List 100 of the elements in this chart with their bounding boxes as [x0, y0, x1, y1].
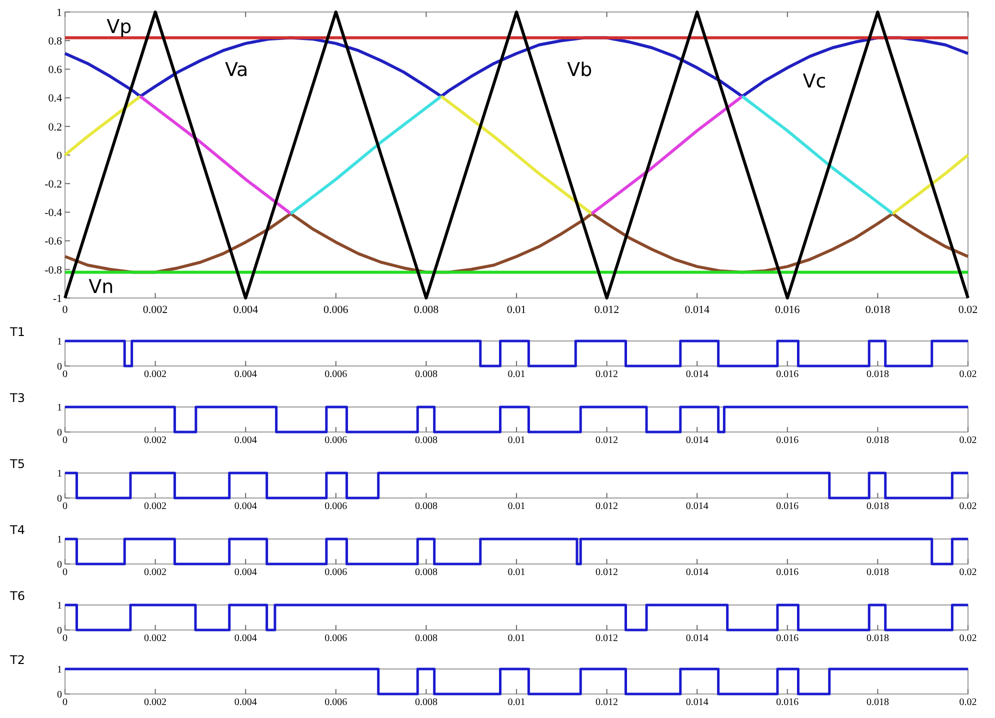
x-tick-label: 0.012: [596, 435, 618, 446]
x-tick-label: 0.004: [234, 633, 257, 644]
x-tick-label: 0.004: [234, 369, 257, 380]
x-tick-label: 0.02: [959, 435, 977, 446]
x-tick-label: 0.01: [506, 304, 526, 316]
x-tick-label: 0.008: [414, 633, 438, 644]
annotation: Va: [224, 58, 248, 81]
line-series: [590, 94, 744, 216]
x-tick-label: 0.01: [508, 501, 526, 512]
annotation: Vn: [88, 276, 114, 298]
x-tick-label: 0.018: [866, 697, 889, 708]
x-tick-label: 0.006: [324, 567, 348, 578]
x-tick-label: 0.01: [508, 435, 526, 446]
x-tick-label: 0.002: [144, 633, 167, 644]
chart-title: T4: [9, 523, 25, 537]
y-tick-label: -0.8: [44, 264, 62, 276]
x-tick-label: 0.004: [233, 304, 258, 316]
x-tick-label: 0.006: [324, 697, 348, 708]
x-tick-label: 0.012: [596, 369, 618, 380]
x-tick-label: 0.01: [508, 633, 526, 644]
line-series: [64, 94, 142, 156]
y-tick-label: 0.2: [48, 121, 62, 134]
x-tick-label: 0.014: [686, 633, 708, 644]
y-tick-label: -1: [52, 292, 62, 305]
y-tick-label: 1: [57, 468, 62, 480]
x-tick-label: 0.006: [324, 633, 348, 644]
x-tick-label: 0.006: [324, 435, 348, 446]
x-tick-label: 0.018: [866, 633, 889, 644]
x-tick-label: 0.01: [508, 369, 526, 380]
y-tick-label: -0.2: [44, 178, 62, 190]
x-tick-label: 0.002: [144, 369, 167, 380]
x-tick-label: 0.016: [776, 633, 799, 644]
y-tick-label: 0.4: [48, 92, 62, 105]
x-tick-label: 0.018: [866, 369, 889, 380]
x-tick-label: 0.012: [596, 697, 618, 708]
chart-title: T6: [9, 589, 25, 603]
x-tick-label: 0.002: [144, 501, 167, 512]
y-tick-label: 0.8: [48, 35, 62, 48]
y-tick-label: -0.6: [44, 236, 62, 248]
x-tick-label: 0.018: [865, 304, 891, 316]
chart-title: T5: [9, 457, 25, 471]
x-tick-label: 0.002: [144, 567, 167, 578]
chart-title: T1: [9, 325, 25, 339]
x-tick-label: 0.008: [414, 697, 438, 708]
y-tick-label: 0: [57, 560, 62, 570]
x-tick-label: 0.016: [776, 567, 799, 578]
y-tick-label: 1: [56, 6, 62, 19]
line-series: [740, 94, 894, 216]
x-tick-label: 0.02: [959, 697, 977, 708]
x-tick-label: 0.02: [959, 501, 977, 512]
x-tick-label: 0.004: [234, 697, 257, 708]
y-tick-label: 0: [56, 150, 62, 162]
x-tick-label: 0.014: [686, 369, 708, 380]
x-tick-label: 0.012: [594, 304, 620, 316]
y-tick-label: 1: [57, 600, 62, 612]
y-tick-label: 0: [57, 690, 62, 700]
x-tick-label: 0.014: [686, 435, 708, 446]
line-series: [440, 94, 594, 216]
y-tick-label: 0: [57, 626, 62, 636]
x-tick-label: 0.006: [324, 304, 349, 316]
x-tick-label: 0.006: [324, 369, 348, 380]
y-tick-label: 0.6: [48, 64, 62, 76]
x-tick-label: 0.016: [776, 435, 799, 446]
x-tick-label: 0.016: [776, 369, 799, 380]
x-tick-label: 0.02: [959, 567, 977, 578]
line-series: [891, 154, 970, 216]
chart-title: T3: [9, 391, 25, 405]
annotation: Vc: [802, 70, 826, 92]
x-tick-label: 0.016: [776, 501, 799, 512]
x-tick-label: 0.008: [414, 435, 438, 446]
chart-title: T2: [9, 653, 25, 667]
y-tick-label: 1: [57, 534, 62, 546]
y-tick-label: 0: [57, 362, 62, 372]
x-tick-label: 0.008: [414, 567, 438, 578]
annotation: Vp: [106, 16, 132, 38]
line-series: [138, 94, 292, 216]
x-tick-label: 0.004: [234, 567, 257, 578]
x-tick-label: 0.02: [959, 369, 977, 380]
x-tick-label: 0.012: [596, 567, 618, 578]
x-tick-label: 0.01: [508, 567, 526, 578]
y-tick-label: 1: [57, 402, 62, 414]
annotation: Vb: [567, 58, 592, 81]
y-tick-label: 0: [57, 494, 62, 504]
x-tick-label: 0.018: [866, 435, 889, 446]
x-tick-label: 0.014: [686, 567, 708, 578]
y-tick-label: 1: [57, 336, 62, 348]
x-tick-label: 0.012: [596, 633, 618, 644]
x-tick-label: 0.004: [234, 501, 257, 512]
x-tick-label: 0.008: [414, 304, 440, 316]
x-tick-label: 0.01: [508, 697, 526, 708]
y-tick-label: 1: [57, 664, 62, 676]
x-tick-label: 0.014: [686, 501, 708, 512]
x-tick-label: 0.016: [776, 697, 799, 708]
line-series: [289, 94, 443, 216]
x-tick-label: 0.008: [414, 501, 438, 512]
x-tick-label: 0.002: [144, 697, 167, 708]
x-tick-label: 0.004: [234, 435, 257, 446]
x-tick-label: 0.016: [775, 304, 800, 316]
x-tick-label: 0.012: [596, 501, 618, 512]
x-tick-label: 0.008: [414, 369, 438, 380]
